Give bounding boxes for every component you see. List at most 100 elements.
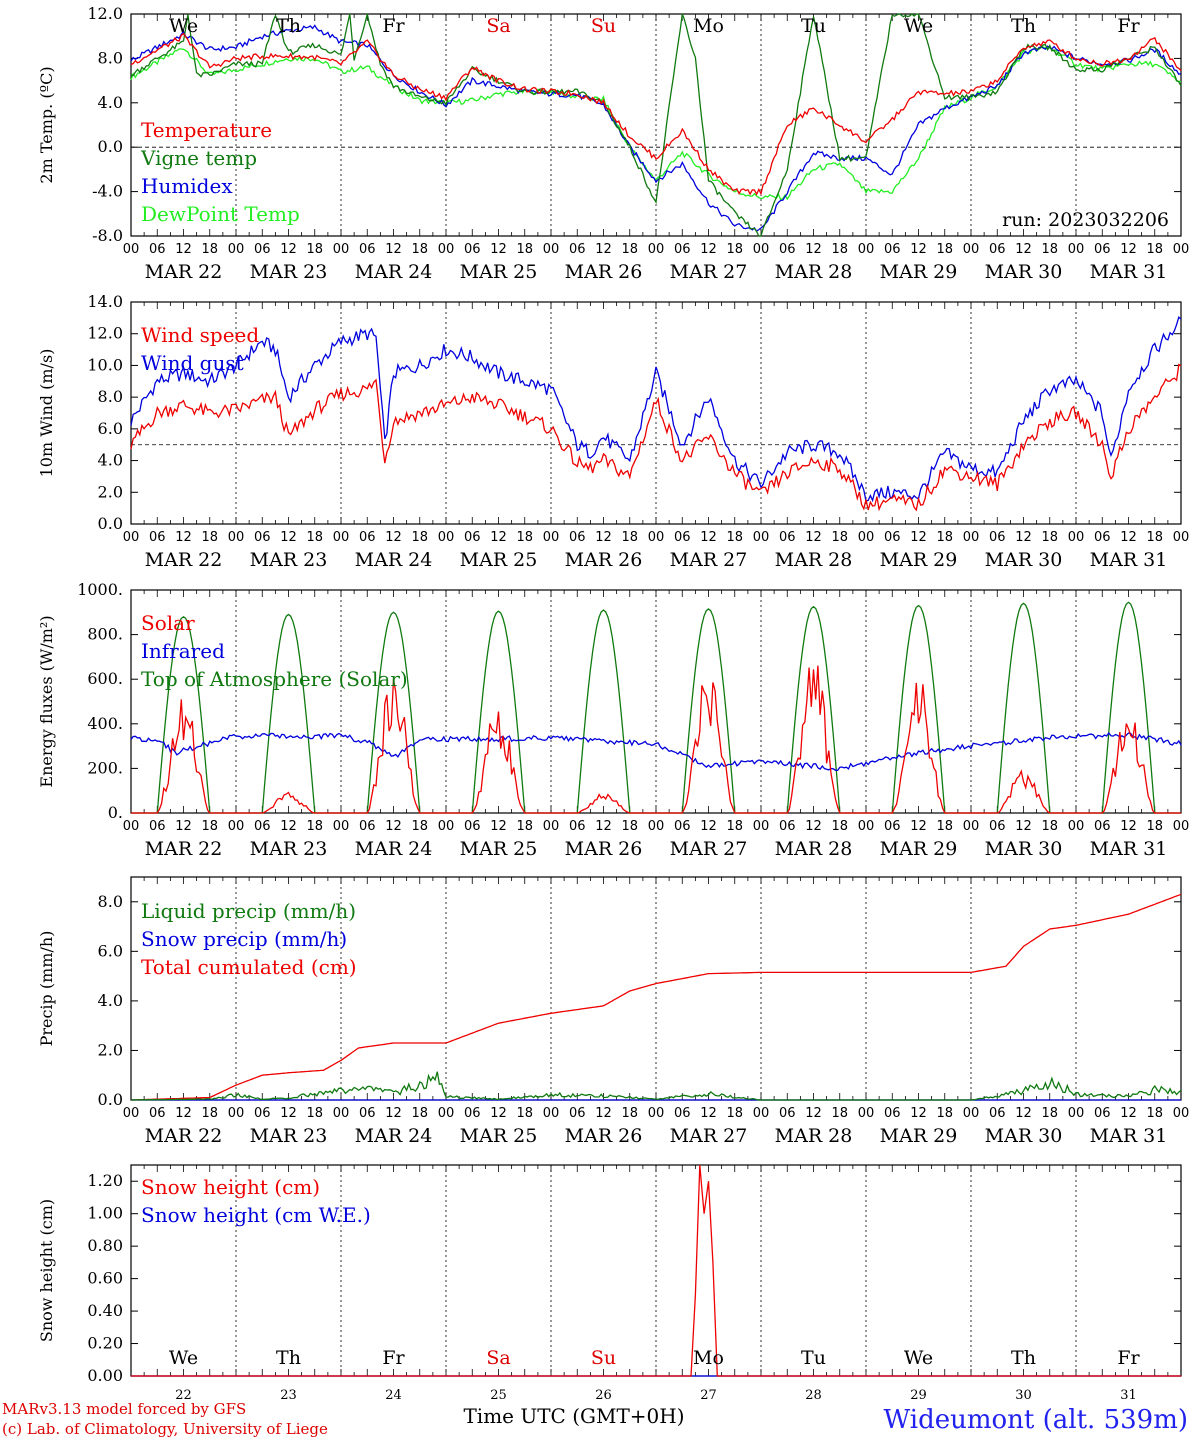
hour-tick-label: 12 — [175, 530, 192, 545]
x-axis-title: Time UTC (GMT+0H) — [463, 1404, 684, 1428]
hour-tick-label: 12 — [700, 819, 717, 834]
panel-1-y-tick-label: 12.0 — [87, 4, 123, 23]
weekday-label: Fr — [1117, 15, 1140, 37]
hour-tick-label: 12 — [385, 1106, 402, 1121]
hour-tick-label: 00 — [963, 530, 980, 545]
weekday-label: Th — [1011, 1347, 1036, 1369]
hour-tick-label: 18 — [201, 819, 218, 834]
date-label: MAR 30 — [985, 838, 1063, 860]
hour-tick-label: 18 — [411, 819, 428, 834]
wind-gust-series-line — [130, 316, 1182, 503]
hour-tick-label: 06 — [359, 819, 376, 834]
date-label: MAR 23 — [250, 838, 328, 860]
panel-3-y-tick-label: 200. — [87, 758, 123, 777]
legend-entry: Snow height (cm) — [141, 1175, 320, 1199]
hour-tick-label: 06 — [779, 242, 796, 257]
hour-tick-label: 18 — [411, 1106, 428, 1121]
hour-tick-label: 06 — [149, 530, 166, 545]
hour-tick-label: 18 — [1146, 530, 1163, 545]
date-label: MAR 31 — [1090, 549, 1168, 571]
hour-tick-label: 18 — [831, 530, 848, 545]
date-label: MAR 25 — [460, 261, 538, 283]
hour-tick-label: 06 — [149, 819, 166, 834]
legend-entry: DewPoint Temp — [141, 202, 300, 226]
date-label: MAR 29 — [880, 1125, 958, 1147]
hour-tick-label: 18 — [306, 530, 323, 545]
date-label: MAR 29 — [880, 838, 958, 860]
hour-tick-label: 06 — [779, 819, 796, 834]
hour-tick-label: 00 — [858, 242, 875, 257]
day-number-label: 29 — [910, 1388, 927, 1403]
hour-tick-label: 06 — [149, 1106, 166, 1121]
hour-tick-label: 06 — [989, 1106, 1006, 1121]
hour-tick-label: 06 — [359, 1106, 376, 1121]
date-label: MAR 28 — [775, 261, 853, 283]
hour-tick-label: 12 — [280, 819, 297, 834]
hour-tick-label: 00 — [333, 819, 350, 834]
weekday-label: We — [169, 15, 198, 37]
hour-tick-label: 00 — [1173, 1106, 1190, 1121]
hour-tick-label: 12 — [1120, 530, 1137, 545]
weekday-label: Su — [591, 15, 616, 37]
hour-tick-label: 00 — [228, 530, 245, 545]
panel-2-y-tick-label: 12.0 — [87, 324, 123, 343]
panel-3-y-tick-label: 400. — [87, 714, 123, 733]
hour-tick-label: 12 — [805, 530, 822, 545]
hour-tick-label: 06 — [254, 242, 271, 257]
hour-tick-label: 12 — [700, 1106, 717, 1121]
date-label: MAR 22 — [145, 549, 223, 571]
date-label: MAR 25 — [460, 1125, 538, 1147]
hour-tick-label: 00 — [963, 1106, 980, 1121]
hour-tick-label: 18 — [306, 819, 323, 834]
hour-tick-label: 12 — [490, 530, 507, 545]
hour-tick-label: 06 — [569, 530, 586, 545]
hour-tick-label: 00 — [1068, 819, 1085, 834]
hour-tick-label: 06 — [1094, 1106, 1111, 1121]
date-label: MAR 26 — [565, 549, 643, 571]
wind-speed-series-line — [130, 363, 1182, 512]
hour-tick-label: 12 — [805, 819, 822, 834]
date-label: MAR 29 — [880, 261, 958, 283]
legend-entry: Infrared — [141, 639, 225, 663]
date-label: MAR 26 — [565, 838, 643, 860]
date-label: MAR 23 — [250, 261, 328, 283]
weekday-label: Su — [591, 1347, 616, 1369]
hour-tick-label: 00 — [228, 1106, 245, 1121]
hour-tick-label: 06 — [989, 819, 1006, 834]
hour-tick-label: 12 — [595, 530, 612, 545]
weekday-label: Fr — [1117, 1347, 1140, 1369]
panel-1-y-tick-label: 4.0 — [98, 93, 123, 112]
panel-1-y-tick-label: 8.0 — [98, 48, 123, 67]
weekday-label: We — [169, 1347, 198, 1369]
hour-tick-label: 12 — [700, 242, 717, 257]
day-number-label: 24 — [385, 1388, 402, 1403]
date-label: MAR 31 — [1090, 838, 1168, 860]
hour-tick-label: 12 — [1120, 819, 1137, 834]
hour-tick-label: 18 — [726, 530, 743, 545]
hour-tick-label: 12 — [910, 530, 927, 545]
hour-tick-label: 00 — [963, 242, 980, 257]
panel-2-y-axis-label: 10m Wind (m/s) — [37, 349, 56, 478]
panel-3-y-axis-label: Energy fluxes (W/m²) — [37, 615, 56, 787]
panel-2-y-tick-label: 8.0 — [98, 387, 123, 406]
day-number-label: 26 — [595, 1388, 612, 1403]
hour-tick-label: 00 — [858, 1106, 875, 1121]
weekday-label: Th — [276, 1347, 301, 1369]
hour-tick-label: 06 — [674, 1106, 691, 1121]
hour-tick-label: 06 — [884, 819, 901, 834]
hour-tick-label: 06 — [779, 1106, 796, 1121]
hour-tick-label: 18 — [1146, 819, 1163, 834]
date-label: MAR 23 — [250, 549, 328, 571]
hour-tick-label: 12 — [595, 819, 612, 834]
hour-tick-label: 06 — [254, 819, 271, 834]
hour-tick-label: 06 — [254, 530, 271, 545]
weekday-label: We — [904, 15, 933, 37]
day-number-label: 27 — [700, 1388, 717, 1403]
date-label: MAR 31 — [1090, 1125, 1168, 1147]
hour-tick-label: 06 — [674, 242, 691, 257]
hour-tick-label: 18 — [621, 242, 638, 257]
panel-2-y-tick-label: 10.0 — [87, 355, 123, 374]
hour-tick-label: 00 — [648, 530, 665, 545]
panel-5-y-tick-label: 0.40 — [87, 1301, 123, 1320]
panel-5-y-tick-label: 0.00 — [87, 1366, 123, 1385]
